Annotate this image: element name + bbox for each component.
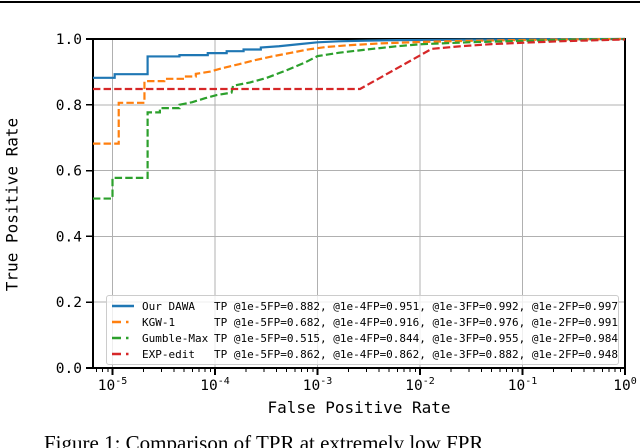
legend-row-4: EXP-edit TP @1e-5FP=0.862, @1e-4FP=0.862,… bbox=[111, 346, 618, 362]
chart-legend: Our DAWA TP @1e-5FP=0.882, @1e-4FP=0.951,… bbox=[106, 295, 619, 365]
x-tick-label: 100 bbox=[613, 376, 637, 394]
series-line-our-dawa bbox=[92, 37, 626, 79]
series-line-gumble-max bbox=[92, 37, 626, 200]
y-axis-label: True Positive Rate bbox=[2, 117, 22, 292]
y-tick-label: 0.8 bbox=[56, 98, 82, 114]
legend-line-sample-icon bbox=[112, 336, 134, 340]
y-tick-label: 0.4 bbox=[56, 229, 82, 245]
x-tick-label: 10-3 bbox=[303, 376, 333, 394]
y-tick-label: 0.0 bbox=[56, 361, 82, 377]
legend-series-stats: TP @1e-5FP=0.515, @1e-4FP=0.844, @1e-3FP… bbox=[214, 331, 618, 345]
legend-series-stats: TP @1e-5FP=0.882, @1e-4FP=0.951, @1e-3FP… bbox=[214, 299, 618, 313]
legend-line-sample-icon bbox=[112, 352, 134, 356]
legend-line-sample-icon bbox=[112, 320, 134, 324]
legend-series-name: Gumble-Max bbox=[142, 331, 209, 345]
figure-caption: Figure 1: Comparison of TPR at extremely… bbox=[44, 431, 484, 448]
series-line-exp-edit bbox=[92, 38, 626, 91]
legend-row-1: Our DAWA TP @1e-5FP=0.882, @1e-4FP=0.951,… bbox=[111, 298, 618, 314]
legend-series-stats: TP @1e-5FP=0.682, @1e-4FP=0.916, @1e-3FP… bbox=[214, 315, 618, 329]
x-tick-label: 10-2 bbox=[405, 376, 435, 394]
axes-frame bbox=[92, 38, 626, 369]
page-top-rule bbox=[0, 1, 640, 3]
x-tick-label: 10-5 bbox=[98, 376, 128, 394]
legend-series-name: Our DAWA bbox=[142, 299, 195, 313]
y-tick-label: 0.2 bbox=[56, 295, 82, 311]
x-tick-label: 10-1 bbox=[508, 376, 538, 394]
x-tick-label: 10-4 bbox=[200, 376, 230, 394]
legend-row-2: KGW-1 TP @1e-5FP=0.682, @1e-4FP=0.916, @1… bbox=[111, 314, 618, 330]
y-tick-label: 0.6 bbox=[56, 164, 82, 180]
legend-row-3: Gumble-Max TP @1e-5FP=0.515, @1e-4FP=0.84… bbox=[111, 330, 618, 346]
legend-series-name: KGW-1 bbox=[142, 315, 176, 329]
series-line-kgw-1 bbox=[92, 37, 626, 145]
legend-series-stats: TP @1e-5FP=0.862, @1e-4FP=0.862, @1e-3FP… bbox=[214, 347, 618, 361]
legend-line-sample-icon bbox=[112, 304, 134, 308]
x-axis-label: False Positive Rate bbox=[267, 398, 451, 417]
legend-series-name: EXP-edit bbox=[142, 347, 195, 361]
y-tick-label: 1.0 bbox=[56, 32, 82, 48]
